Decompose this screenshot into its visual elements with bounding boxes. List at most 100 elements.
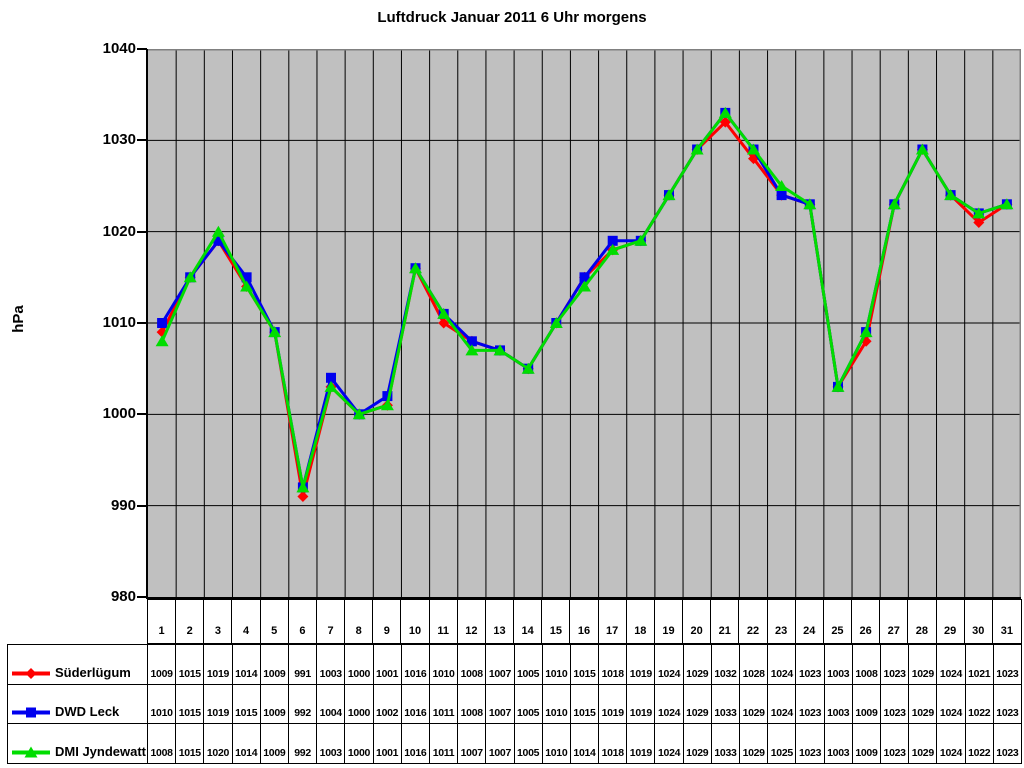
value-cell: 1009 <box>260 645 289 685</box>
value-cell: 1016 <box>401 724 430 764</box>
y-tick-label: 1030 <box>102 131 136 149</box>
day-label: 4 <box>232 600 261 643</box>
value-cell: 1008 <box>458 645 487 685</box>
value-cell: 1023 <box>796 724 825 764</box>
value-cell: 1015 <box>232 684 261 725</box>
value-cell: 1011 <box>429 684 459 725</box>
legend-triangle-marker-icon <box>12 746 50 758</box>
value-cell: 1007 <box>486 684 515 725</box>
day-label: 28 <box>908 600 937 643</box>
value-cell: 1008 <box>852 645 882 685</box>
y-tick-mark <box>137 413 147 416</box>
value-cell: 1029 <box>740 724 769 764</box>
day-label: 27 <box>880 600 909 643</box>
day-header-row: 1 2 3 4 5 6 7 8 9 10 11 12 13 14 15 16 17 18 19 20 21 22 23 24 2… <box>147 599 1022 644</box>
data-table: Süderlügum 1009 1015 1019 1014 1009 991 1003 100… <box>7 644 1022 764</box>
value-cell: 1015 <box>176 724 205 764</box>
day-label: 20 <box>683 600 712 643</box>
y-axis-label: hPa <box>9 305 27 333</box>
day-label: 24 <box>796 600 824 643</box>
value-cell: 1015 <box>176 645 205 685</box>
value-cell: 1021 <box>965 645 994 685</box>
value-cell: 1016 <box>401 645 430 685</box>
value-cell: 1018 <box>599 724 628 764</box>
day-label: 8 <box>345 600 374 643</box>
value-cell: 1015 <box>570 684 600 725</box>
day-label: 3 <box>204 600 233 643</box>
day-label: 21 <box>711 600 740 643</box>
value-cell: 1018 <box>599 645 628 685</box>
legend-cell: DWD Leck <box>8 684 148 725</box>
value-cell: 1008 <box>458 684 487 725</box>
day-label: 19 <box>655 600 684 643</box>
value-cell: 1001 <box>373 724 402 764</box>
value-cell: 1015 <box>570 645 600 685</box>
day-label: 23 <box>768 600 796 643</box>
y-tick-label: 1040 <box>102 40 136 57</box>
value-cell: 1014 <box>232 724 261 764</box>
value-cell: 1005 <box>514 724 543 764</box>
value-cell: 1003 <box>317 724 346 764</box>
value-cell: 1023 <box>796 645 825 685</box>
value-cell: 1003 <box>317 645 346 685</box>
value-cell: 1029 <box>909 645 938 685</box>
day-label: 6 <box>289 600 317 643</box>
day-label: 13 <box>486 600 515 643</box>
value-cell: 1009 <box>852 724 882 764</box>
value-cell: 1029 <box>740 684 769 725</box>
chart-title: Luftdruck Januar 2011 6 Uhr morgens <box>377 9 647 26</box>
day-label: 31 <box>1000 625 1014 637</box>
value-cell: 1009 <box>260 724 289 764</box>
legend-cell: Süderlügum <box>8 645 148 685</box>
value-cell: 1024 <box>655 645 684 685</box>
value-cell: 1010 <box>542 645 571 685</box>
value-cell: 1019 <box>627 684 656 725</box>
day-label: 29 <box>937 600 965 643</box>
value-cell: 1032 <box>711 645 741 685</box>
value-cell: 1008 <box>148 724 177 764</box>
value-cell: 1011 <box>429 724 459 764</box>
value-cell: 1029 <box>683 645 712 685</box>
value-cell: 1023 <box>881 645 910 685</box>
value-cell: 1019 <box>627 724 656 764</box>
day-label: 2 <box>176 600 205 643</box>
value-cell: 1010 <box>429 645 459 685</box>
day-label: 22 <box>739 600 768 643</box>
value-cell: 1014 <box>232 645 261 685</box>
value-cell: 992 <box>288 724 318 764</box>
value-cell: 1015 <box>176 684 205 725</box>
day-label: 15 <box>542 600 571 643</box>
y-tick-label: 1000 <box>102 405 136 423</box>
value-cell: 1024 <box>937 684 966 725</box>
day-label: 10 <box>401 600 430 643</box>
legend-label: Süderlügum <box>55 664 131 680</box>
value-cell: 1014 <box>570 724 600 764</box>
day-label: 16 <box>570 600 599 643</box>
value-cell: 1003 <box>824 645 853 685</box>
value-cell: 1029 <box>909 684 938 725</box>
value-cell: 1023 <box>796 684 825 725</box>
y-tick-mark <box>137 230 147 233</box>
day-label: 17 <box>599 600 627 643</box>
plot-area <box>146 49 1021 599</box>
value-cell: 1024 <box>768 684 797 725</box>
value-cell: 1010 <box>148 684 177 725</box>
value-cell: 1033 <box>711 724 741 764</box>
legend-label: DMI Jyndewatt <box>55 744 147 759</box>
day-label: 25 <box>824 600 853 643</box>
value-cell: 1001 <box>373 645 402 685</box>
value-cell: 1003 <box>824 684 853 725</box>
value-cell: 1007 <box>458 724 487 764</box>
value-cell: 1024 <box>937 724 966 764</box>
chart-grid-and-series-svg <box>148 49 1021 597</box>
value-cell: 1024 <box>655 684 684 725</box>
value-cell: 1019 <box>599 684 628 725</box>
day-label: 11 <box>430 600 458 643</box>
day-label: 12 <box>458 600 486 643</box>
value-cell: 1022 <box>965 684 994 725</box>
day-label: 5 <box>261 600 289 643</box>
value-cell: 1000 <box>345 724 374 764</box>
day-label: 14 <box>514 600 543 643</box>
value-cell: 1024 <box>937 645 966 685</box>
series-diamond <box>156 116 1013 502</box>
